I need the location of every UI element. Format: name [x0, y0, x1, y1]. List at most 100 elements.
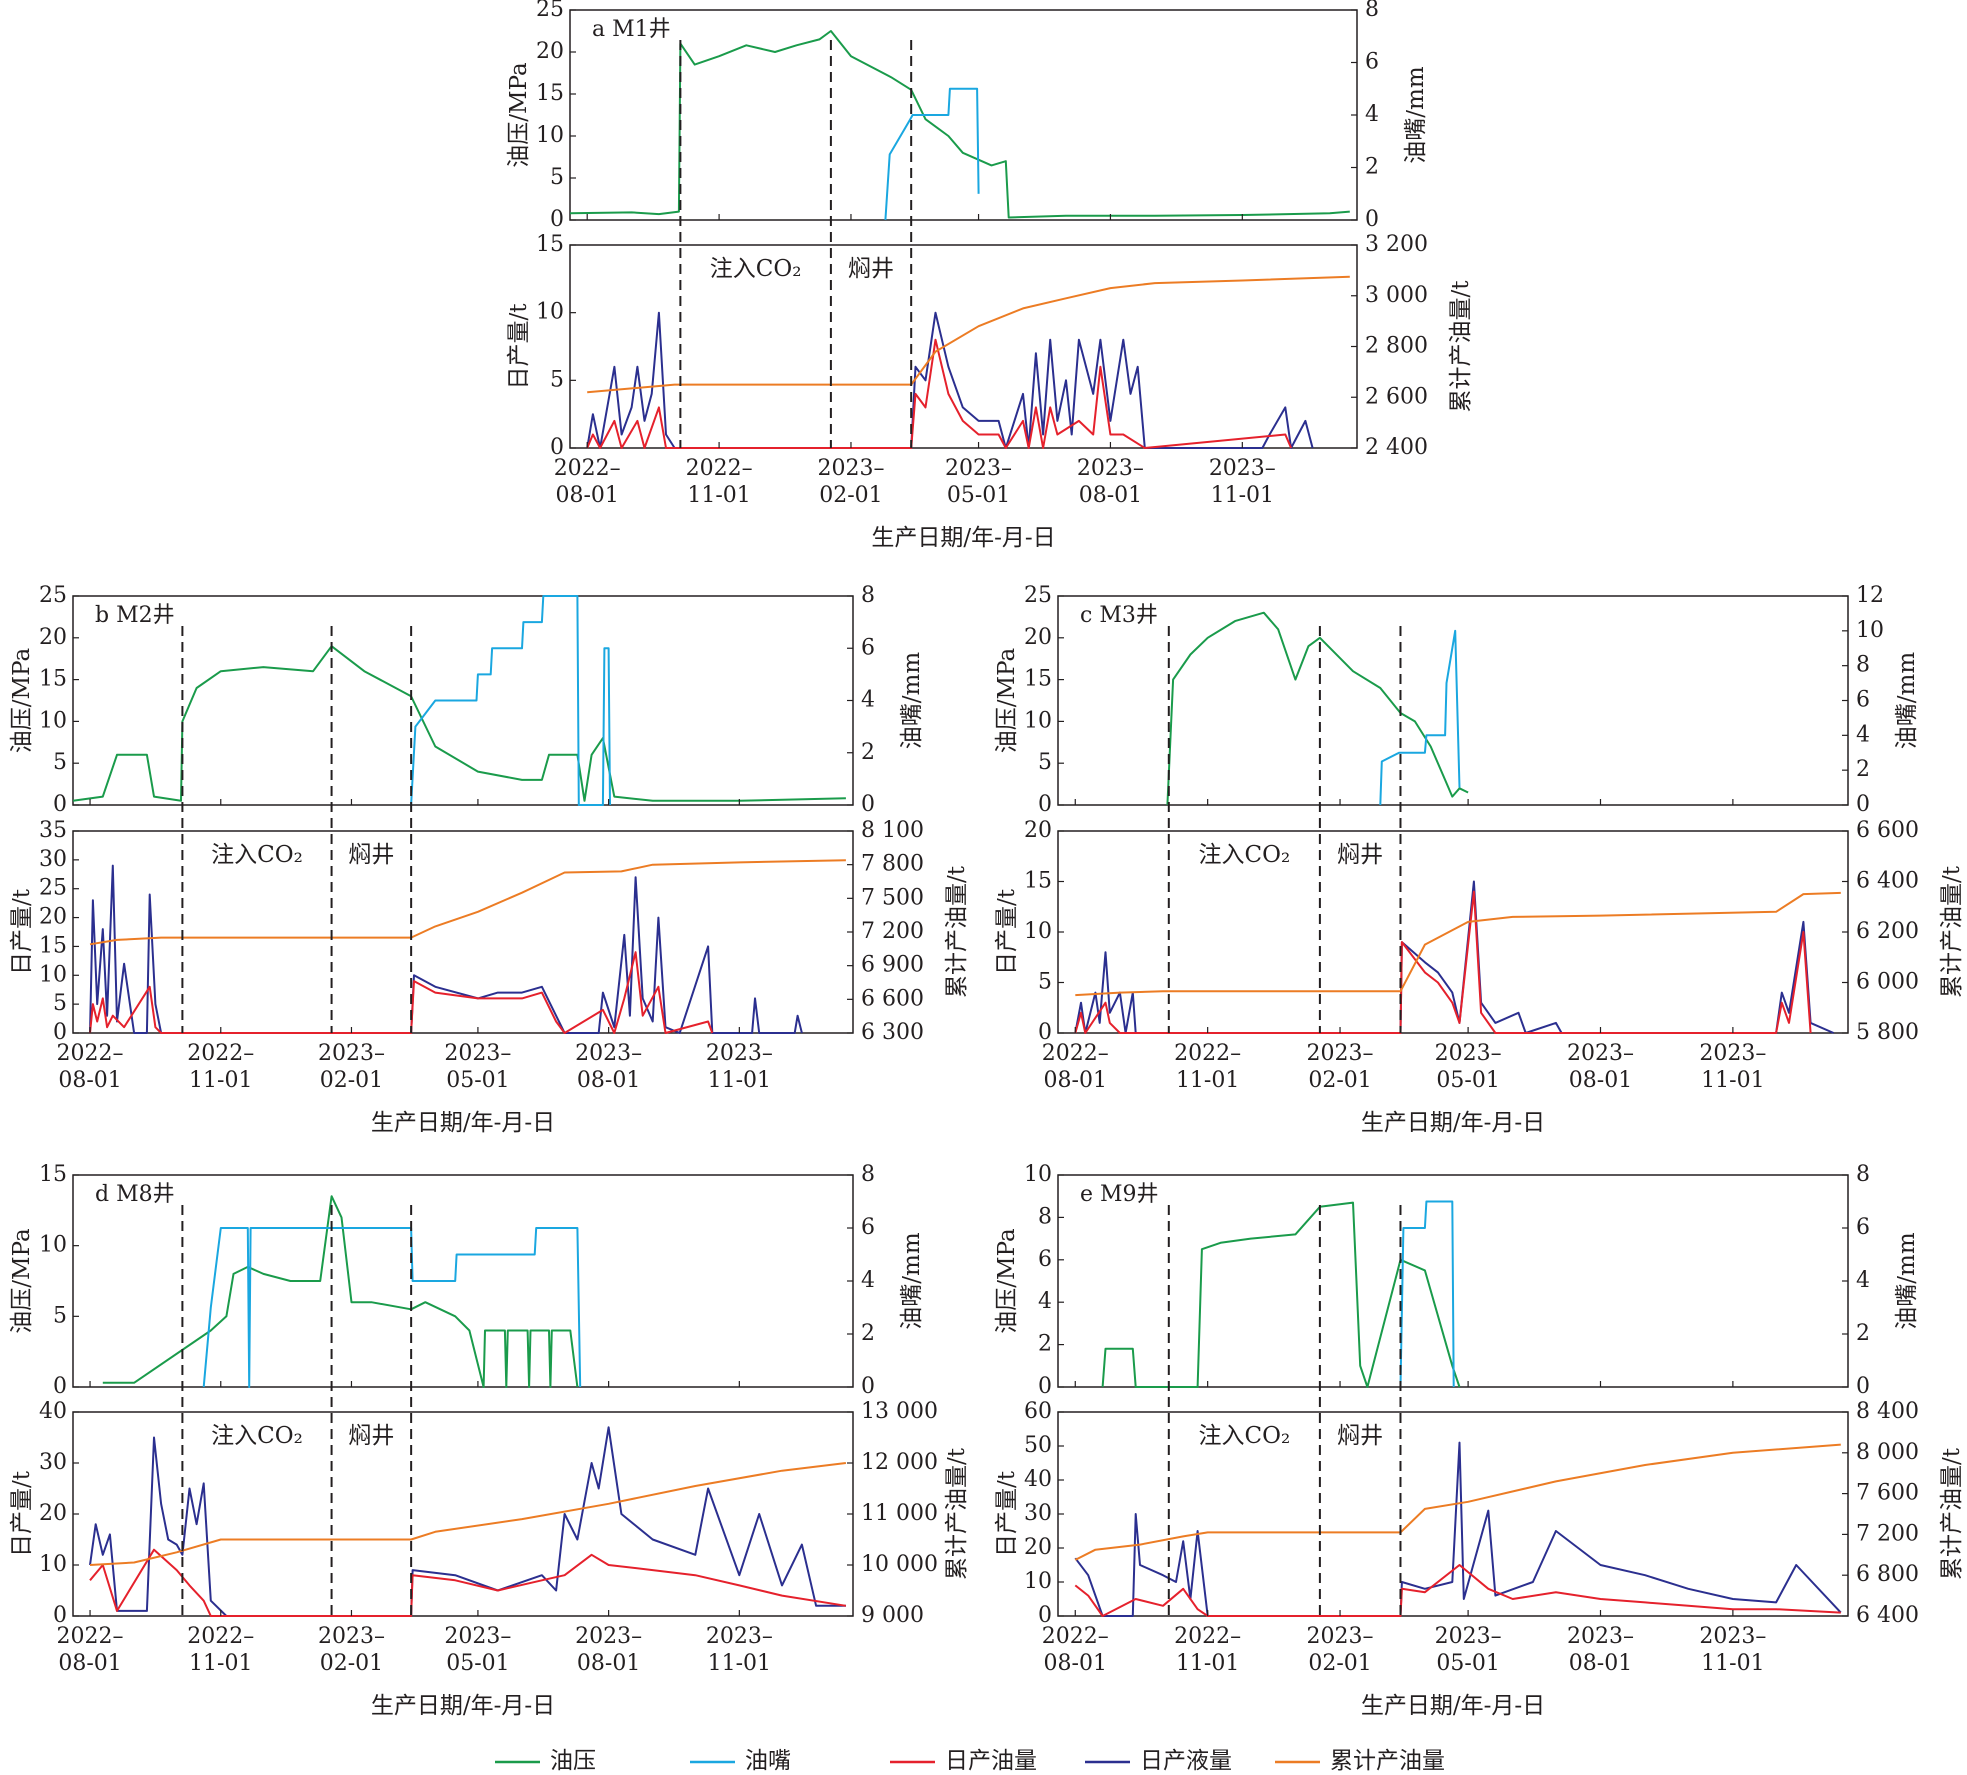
- y-axis-label-left: 油压/MPa: [9, 1228, 35, 1334]
- y-tick-label-left: 25: [39, 583, 67, 608]
- y-tick-label-left: 5: [1038, 970, 1052, 995]
- x-tick-label-year: 2023–: [1307, 1624, 1374, 1649]
- y-tick-label-right: 4: [1856, 722, 1870, 747]
- panel-title: c M3井: [1080, 603, 1158, 628]
- stage-label-inject: 注入CO₂: [1199, 1423, 1291, 1449]
- x-tick-label-monthday: 08-01: [1569, 1651, 1632, 1676]
- stage-label-soak: 焖井: [848, 256, 894, 282]
- panel-bottom: 0 5 10 15 20 25 30 35 6 300 6 600 6 900 7 200 7 500 7…: [9, 818, 970, 1045]
- y-tick-label-right: 6 600: [861, 986, 924, 1011]
- y-tick-label-right: 6: [1856, 1215, 1870, 1240]
- chart-d: 0 5 10 15 0 2 4 6 8 油压/MPa 油嘴/mm 0 10 20 30 40 9 000 10 0…: [9, 1162, 970, 1719]
- y-tick-label-right: 10: [1856, 618, 1884, 643]
- x-axis-label: 生产日期/年-月-日: [371, 1693, 555, 1719]
- x-tick-label-monthday: 11-01: [1701, 1068, 1764, 1093]
- legend-label-oil_pressure: 油压: [550, 1748, 596, 1774]
- y-tick-label-left: 5: [53, 750, 67, 775]
- y-tick-label-left: 15: [536, 81, 564, 106]
- x-tick-label-year: 2023–: [1209, 456, 1276, 481]
- y-tick-label-left: 10: [39, 708, 67, 733]
- y-tick-label-left: 10: [1024, 1569, 1052, 1594]
- y-tick-label-left: 15: [39, 933, 67, 958]
- series-line-choke: [1379, 629, 1461, 806]
- series-line-daily_liquid: [586, 311, 1314, 449]
- x-tick-label-year: 2022–: [57, 1624, 124, 1649]
- x-tick-label-monthday: 11-01: [189, 1651, 252, 1676]
- x-tick-label-monthday: 08-01: [58, 1068, 121, 1093]
- y-tick-label-right: 7 200: [861, 919, 924, 944]
- y-tick-label-left: 10: [1024, 919, 1052, 944]
- x-tick-label-year: 2022–: [554, 456, 621, 481]
- y-tick-label-right: 0: [1365, 207, 1379, 232]
- y-tick-label-left: 0: [1038, 792, 1052, 817]
- x-tick-label-monthday: 05-01: [1436, 1651, 1499, 1676]
- stage-label-soak: 焖井: [348, 1423, 394, 1449]
- panel-title: b M2井: [95, 603, 175, 628]
- x-tick-label-monthday: 05-01: [446, 1068, 509, 1093]
- y-axis-label-left: 日产量/t: [9, 888, 35, 975]
- y-tick-label-left: 0: [1038, 1603, 1052, 1628]
- series-line-cumulative_oil: [1075, 891, 1841, 997]
- y-tick-label-left: 0: [1038, 1020, 1052, 1045]
- x-tick-label-year: 2023–: [1077, 456, 1144, 481]
- panel-top: 0 5 10 15 0 2 4 6 8 油压/MPa 油嘴/mm: [9, 1162, 925, 1399]
- x-tick-label-year: 2022–: [57, 1041, 124, 1066]
- x-tick-label-monthday: 02-01: [320, 1651, 383, 1676]
- y-axis-label-left: 油压/MPa: [994, 1228, 1020, 1334]
- x-tick-label-year: 2023–: [318, 1041, 385, 1066]
- y-axis-label-right: 累计产油量/t: [1939, 1447, 1965, 1580]
- legend-label-choke: 油嘴: [745, 1748, 791, 1774]
- series-line-oil_pressure: [102, 1195, 579, 1388]
- y-tick-label-right: 6 800: [1856, 1562, 1919, 1587]
- y-tick-label-left: 0: [53, 792, 67, 817]
- y-tick-label-left: 15: [1024, 667, 1052, 692]
- y-tick-label-right: 8 100: [861, 818, 924, 843]
- panel-top: 0 5 10 15 20 25 0 2 4 6 8 10 12 油压/MPa 油嘴/mm: [994, 583, 1920, 817]
- x-tick-label-year: 2023–: [444, 1624, 511, 1649]
- stage-label-soak: 焖井: [1337, 1423, 1383, 1449]
- y-axis-label-left: 油压/MPa: [9, 647, 35, 753]
- y-axis-label-left: 日产量/t: [506, 303, 532, 390]
- chart-a: 0 5 10 15 20 25 0 2 4 6 8 油压/MPa 油嘴/mm 0 5 10 15 2 400 2 6…: [506, 0, 1474, 551]
- y-tick-label-right: 4: [861, 1268, 875, 1293]
- y-axis-label-left: 油压/MPa: [506, 62, 532, 168]
- legend-label-daily_oil: 日产油量: [945, 1748, 1037, 1774]
- y-tick-label-left: 0: [550, 435, 564, 460]
- y-tick-label-left: 25: [39, 876, 67, 901]
- y-tick-label-left: 30: [39, 847, 67, 872]
- y-tick-label-right: 9 000: [861, 1603, 924, 1628]
- chart-c: 0 5 10 15 20 25 0 2 4 6 8 10 12 油压/MPa 油嘴/mm 0 5 10 15 20 5 …: [994, 583, 1965, 1136]
- y-tick-label-right: 4: [861, 688, 875, 713]
- y-tick-label-right: 8 400: [1856, 1399, 1919, 1424]
- y-tick-label-left: 25: [1024, 583, 1052, 608]
- y-axis-label-right: 累计产油量/t: [1448, 280, 1474, 413]
- plot-frame: [569, 244, 1358, 449]
- x-tick-label-year: 2022–: [1042, 1624, 1109, 1649]
- y-tick-label-left: 5: [53, 991, 67, 1016]
- y-tick-label-right: 2 600: [1365, 384, 1428, 409]
- y-tick-label-right: 3 200: [1365, 232, 1428, 257]
- y-tick-label-left: 30: [39, 1450, 67, 1475]
- y-tick-label-left: 0: [53, 1020, 67, 1045]
- y-tick-label-left: 8: [1038, 1204, 1052, 1229]
- x-tick-label-year: 2023–: [817, 456, 884, 481]
- y-tick-label-right: 12: [1856, 583, 1884, 608]
- series-line-oil_pressure: [1166, 611, 1469, 806]
- panel-bottom: 0 5 10 15 2 400 2 600 2 800 3 000 3 200 日产量/t 累计产油…: [506, 232, 1474, 460]
- y-tick-label-left: 5: [550, 165, 564, 190]
- y-tick-label-left: 35: [39, 818, 67, 843]
- x-tick-label-monthday: 02-01: [1308, 1651, 1371, 1676]
- y-tick-label-right: 8 000: [1856, 1440, 1919, 1465]
- y-tick-label-right: 7 600: [1856, 1481, 1919, 1506]
- stage-label-inject: 注入CO₂: [211, 1423, 303, 1449]
- stage-label-inject: 注入CO₂: [211, 842, 303, 868]
- y-tick-label-right: 7 800: [861, 852, 924, 877]
- series-line-choke: [1399, 1200, 1455, 1388]
- plot-frame: [569, 9, 1358, 221]
- panel-title: a M1井: [592, 17, 671, 42]
- y-tick-label-left: 40: [39, 1399, 67, 1424]
- series-line-choke: [884, 87, 980, 221]
- x-axis-label: 生产日期/年-月-日: [1361, 1693, 1545, 1719]
- y-tick-label-left: 10: [39, 962, 67, 987]
